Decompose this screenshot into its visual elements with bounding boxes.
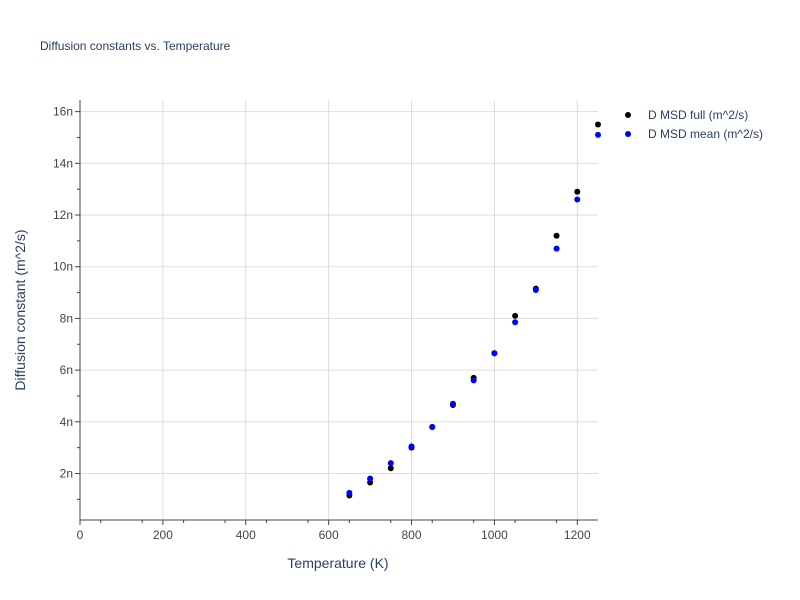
y-tick-label: 16n xyxy=(53,105,73,119)
data-point-series-2 xyxy=(449,400,456,407)
data-point-series-2 xyxy=(491,350,498,357)
y-axis-title: Diffusion constant (m^2/s) xyxy=(12,229,28,390)
x-tick-label: 0 xyxy=(77,528,84,542)
data-point-series-2 xyxy=(387,460,394,467)
y-tick-label: 4n xyxy=(60,415,73,429)
legend-marker xyxy=(625,131,631,137)
data-points xyxy=(346,121,601,499)
x-tick-label: 1000 xyxy=(481,528,508,542)
legend[interactable]: D MSD full (m^2/s) D MSD mean (m^2/s) xyxy=(625,108,763,141)
x-tick-label: 800 xyxy=(402,528,422,542)
x-axis-title: Temperature (K) xyxy=(287,555,388,571)
y-tick-label: 8n xyxy=(60,311,73,325)
legend-item-1[interactable]: D MSD full (m^2/s) xyxy=(625,108,748,122)
legend-marker xyxy=(625,112,631,118)
data-point-series-1 xyxy=(553,232,560,239)
data-point-series-2 xyxy=(532,286,539,293)
x-tick-label: 400 xyxy=(236,528,256,542)
data-point-series-1 xyxy=(512,312,519,319)
chart-title: Diffusion constants vs. Temperature xyxy=(40,39,231,53)
grid xyxy=(80,100,598,520)
legend-label: D MSD mean (m^2/s) xyxy=(648,127,763,141)
data-point-series-2 xyxy=(595,131,601,138)
data-point-series-2 xyxy=(512,319,519,326)
data-point-series-2 xyxy=(346,489,353,496)
axes: 0 200 400 600 800 1000 1200 2n 4n 6n 8n 10n 12n 14n 16… xyxy=(53,100,598,542)
data-point-series-2 xyxy=(429,423,436,430)
data-point-series-2 xyxy=(574,196,581,203)
legend-label: D MSD full (m^2/s) xyxy=(648,108,748,122)
data-point-series-2 xyxy=(553,245,560,252)
y-tick-label: 6n xyxy=(60,363,73,377)
x-tick-label: 600 xyxy=(319,528,339,542)
data-point-series-1 xyxy=(595,121,601,128)
x-tick-label: 1200 xyxy=(564,528,591,542)
data-point-series-2 xyxy=(470,377,477,384)
data-point-series-2 xyxy=(367,475,374,482)
data-point-series-2 xyxy=(408,443,415,450)
y-tick-label: 2n xyxy=(60,466,73,480)
y-tick-label: 14n xyxy=(53,156,73,170)
data-point-series-1 xyxy=(574,188,581,195)
data-point-series-1 xyxy=(387,465,394,472)
x-tick-label: 200 xyxy=(153,528,173,542)
y-tick-label: 10n xyxy=(53,260,73,274)
legend-item-2[interactable]: D MSD mean (m^2/s) xyxy=(625,127,763,141)
y-tick-label: 12n xyxy=(53,208,73,222)
